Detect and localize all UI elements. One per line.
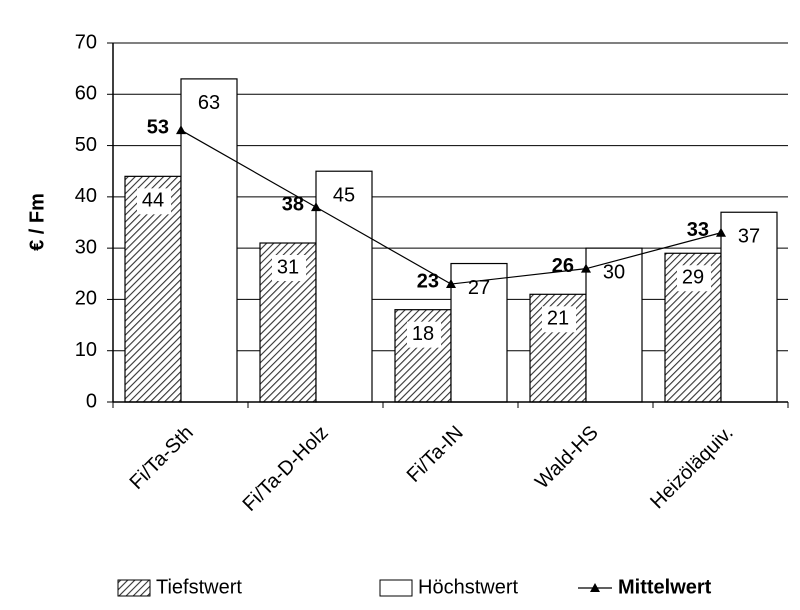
label-background <box>677 265 711 292</box>
legend-swatch <box>117 579 151 597</box>
bar <box>720 211 778 403</box>
legend-label: Mittelwert <box>618 576 712 598</box>
value-label: 53 <box>147 116 169 138</box>
bar <box>315 170 373 403</box>
value-label: 29 <box>682 267 704 289</box>
legend-swatch <box>590 583 600 592</box>
value-label: 23 <box>417 270 439 292</box>
label-background <box>542 306 576 333</box>
value-label: 26 <box>552 255 574 277</box>
y-tick-label: 30 <box>75 236 97 258</box>
value-label: 21 <box>547 308 569 330</box>
line-marker <box>581 263 591 273</box>
y-tick-label: 50 <box>75 134 97 156</box>
legend-label: Höchstwert <box>418 576 518 598</box>
value-label: 27 <box>468 277 490 299</box>
value-label: 44 <box>142 190 164 212</box>
y-tick-label: 20 <box>75 288 97 310</box>
line-marker <box>446 279 456 289</box>
line-marker <box>311 202 321 212</box>
value-label: 30 <box>603 261 625 283</box>
legend-label: Tiefstwert <box>156 576 242 598</box>
bar <box>180 78 238 403</box>
y-tick-label: 10 <box>75 339 97 361</box>
value-label: 18 <box>412 323 434 345</box>
value-label: 38 <box>282 193 304 215</box>
line-marker <box>716 227 726 237</box>
label-background <box>272 255 306 282</box>
x-tick-label: Heizöläquiv. <box>646 422 738 514</box>
label-background <box>137 188 171 215</box>
line-marker <box>176 125 186 135</box>
x-tick-label: Fi/Ta-Sth <box>126 422 198 494</box>
y-axis-label: € / Fm <box>26 193 48 251</box>
x-tick-label: Fi/Ta-D-Holz <box>239 422 333 516</box>
value-label: 63 <box>198 92 220 114</box>
y-tick-label: 40 <box>75 185 97 207</box>
y-tick-label: 60 <box>75 83 97 105</box>
y-tick-label: 0 <box>86 390 97 412</box>
value-label: 37 <box>738 226 760 248</box>
legend-swatch <box>379 579 413 597</box>
x-tick-label: Wald-HS <box>531 422 603 494</box>
x-tick-label: Fi/Ta-IN <box>403 422 468 487</box>
value-label: 31 <box>277 256 299 278</box>
value-label: 33 <box>687 219 709 241</box>
label-background <box>407 321 441 348</box>
value-label: 45 <box>333 184 355 206</box>
y-tick-label: 70 <box>75 31 97 53</box>
bar <box>585 247 643 403</box>
